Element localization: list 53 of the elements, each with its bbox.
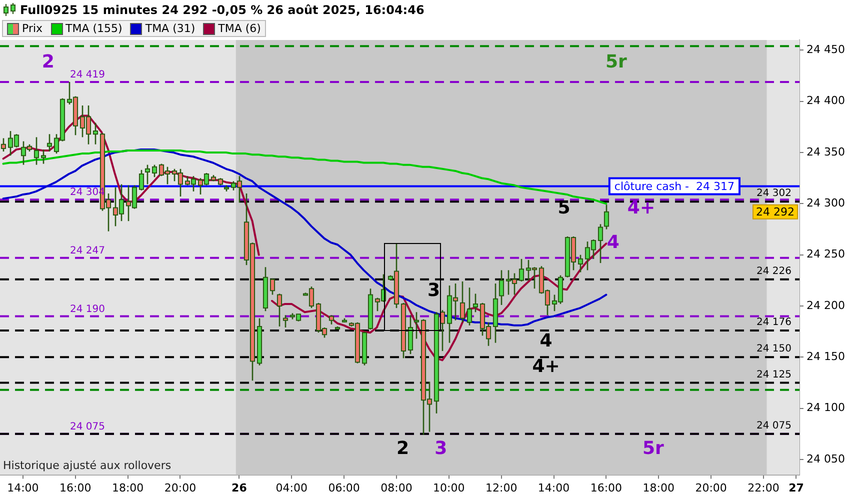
ref-line-label: clôture cash - 24 317 <box>614 180 735 194</box>
y-tick-label: 24 100 <box>806 401 846 414</box>
annotation: 2 <box>396 438 410 459</box>
x-tick-label: 20:00 <box>695 481 727 494</box>
annotation: Historique ajusté aux rollovers <box>3 459 172 472</box>
ref-line-label: 24 419 <box>70 70 105 81</box>
legend-label: TMA (155) <box>64 22 122 35</box>
annotation: 3 <box>428 280 440 302</box>
annotation: 5r <box>642 438 664 459</box>
x-tick-label: 08:00 <box>380 481 412 494</box>
x-tick-label: 14:00 <box>7 481 39 494</box>
annotation: 5r <box>605 51 627 72</box>
ref-line-label: 24 247 <box>70 246 105 257</box>
y-tick-label: 24 450 <box>806 43 846 56</box>
x-tick-label: 10:00 <box>433 481 465 494</box>
ref-line-label: 24 150 <box>756 344 792 355</box>
y-tick-label: 24 400 <box>806 94 846 108</box>
ref-line-label: 24 302 <box>756 188 792 200</box>
annotation: 4 <box>606 232 620 253</box>
x-tick-label: 27 <box>788 481 804 494</box>
x-tick-label: 04:00 <box>276 481 308 494</box>
annotation: 3 <box>434 438 448 459</box>
ref-line-label: 24 226 <box>756 266 792 277</box>
legend-label: TMA (31) <box>144 22 196 35</box>
x-tick-label: 18:00 <box>642 481 674 494</box>
legend-label: Prix <box>21 22 43 35</box>
y-tick-label: 24 200 <box>806 298 846 312</box>
annotation: 2 <box>42 51 54 72</box>
y-tick-label: 24 300 <box>806 196 846 210</box>
x-tick-label: 26 <box>232 481 248 494</box>
ref-line-label: 24 176 <box>756 317 792 328</box>
x-tick-label: 22:00 <box>748 481 780 494</box>
ref-line-label: 24 190 <box>70 304 105 315</box>
x-tick-label: 16:00 <box>590 481 622 494</box>
y-tick-label: 24 050 <box>806 452 846 466</box>
x-tick-label: 14:00 <box>538 481 570 494</box>
annotation: 4 <box>540 330 552 352</box>
x-tick-label: 12:00 <box>485 481 518 494</box>
chart-title: Full0925 15 minutes 24 292 -0,05 % 26 août 2025, 16:04:46 <box>20 3 424 17</box>
x-tick-label: 18:00 <box>112 481 144 494</box>
ref-line-label: 24 125 <box>756 369 792 380</box>
x-tick-label: 20:00 <box>164 481 196 494</box>
y-tick-label: 24 350 <box>806 145 846 158</box>
annotation: 4+ <box>627 198 656 219</box>
x-tick-label: 16:00 <box>60 481 92 494</box>
ref-line-label: 24 075 <box>756 420 792 432</box>
ref-line-label: 24 075 <box>70 421 105 432</box>
x-tick-label: 06:00 <box>328 481 360 494</box>
annotation: 24 292 <box>756 206 795 219</box>
y-tick-label: 24 250 <box>806 248 846 261</box>
y-tick-label: 24 150 <box>806 350 846 364</box>
legend-label: TMA (6) <box>217 22 261 35</box>
annotation: 4+ <box>532 356 560 378</box>
